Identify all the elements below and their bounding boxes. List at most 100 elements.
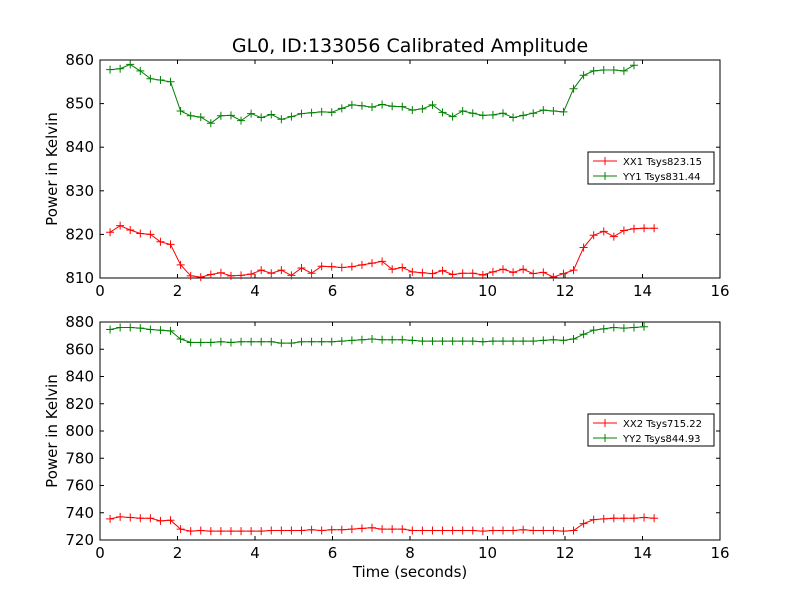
data-point: [398, 335, 407, 344]
data-point: [267, 110, 276, 119]
data-point: [327, 262, 336, 271]
data-point: [337, 104, 346, 113]
data-point: [609, 323, 618, 332]
data-point: [589, 326, 598, 335]
data-point: [388, 265, 397, 274]
x-tick-label: 8: [405, 282, 415, 300]
data-point: [206, 270, 215, 279]
data-point: [428, 526, 437, 535]
data-point: [287, 112, 296, 121]
data-point: [458, 269, 467, 278]
data-point: [206, 527, 215, 536]
data-point: [196, 273, 205, 282]
y-tick-label: 820: [65, 395, 94, 413]
data-point: [448, 270, 457, 279]
data-point: [116, 221, 125, 230]
data-point: [438, 526, 447, 535]
data-point: [247, 527, 256, 536]
data-point: [186, 338, 195, 347]
data-point: [499, 265, 507, 274]
x-tick-label: 12: [555, 282, 574, 300]
data-point: [499, 337, 507, 346]
data-point: [267, 269, 276, 278]
data-point: [499, 109, 507, 118]
data-point: [146, 230, 155, 239]
data-point: [136, 514, 145, 523]
data-point: [438, 266, 447, 275]
data-point: [640, 513, 649, 522]
data-point: [247, 337, 256, 346]
data-point: [327, 525, 336, 534]
data-point: [166, 240, 175, 249]
data-point: [317, 262, 326, 271]
data-point: [327, 337, 336, 346]
data-point: [619, 514, 628, 523]
data-point: [509, 113, 518, 122]
data-point: [257, 527, 266, 536]
data-point: [317, 107, 326, 116]
data-point: [196, 338, 205, 347]
data-point: [569, 84, 578, 93]
data-point: [307, 269, 316, 278]
data-point: [116, 512, 125, 521]
data-point: [599, 324, 608, 333]
data-point: [549, 335, 558, 344]
data-point: [488, 110, 497, 119]
data-point: [237, 337, 246, 346]
series-yy2: [106, 322, 649, 348]
data-point: [609, 514, 618, 523]
data-point: [629, 224, 638, 233]
x-tick-label: 10: [478, 282, 497, 300]
data-point: [408, 526, 417, 535]
x-tick-label: 14: [633, 282, 652, 300]
data-point: [126, 226, 135, 235]
data-point: [116, 64, 125, 73]
data-point: [378, 100, 387, 109]
x-tick-label: 4: [250, 544, 260, 562]
data-point: [226, 111, 235, 120]
data-point: [237, 271, 246, 280]
data-point: [549, 526, 558, 535]
data-point: [428, 100, 437, 109]
data-point: [629, 514, 638, 523]
series-xx2: [106, 512, 659, 536]
data-point: [539, 268, 548, 277]
data-point: [216, 527, 225, 536]
data-point: [458, 107, 467, 116]
legend-marker: [601, 419, 609, 427]
data-point: [166, 77, 175, 86]
y-tick-label: 820: [65, 225, 94, 243]
data-point: [428, 269, 437, 278]
data-point: [206, 119, 215, 128]
data-point: [650, 514, 659, 523]
data-point: [488, 337, 497, 346]
x-tick-label: 0: [95, 544, 105, 562]
data-point: [136, 324, 145, 333]
data-point: [438, 337, 447, 346]
x-tick-label: 10: [478, 544, 497, 562]
data-point: [549, 273, 558, 282]
y-tick-label: 810: [65, 269, 94, 287]
data-point: [347, 100, 356, 109]
data-point: [307, 108, 316, 117]
legend-marker: [601, 172, 609, 180]
data-point: [196, 113, 205, 122]
data-point: [166, 326, 175, 335]
data-point: [559, 269, 568, 278]
data-point: [347, 525, 356, 534]
data-point: [287, 271, 296, 280]
data-point: [226, 271, 235, 280]
data-point: [337, 263, 346, 272]
data-point: [478, 527, 487, 536]
data-point: [176, 260, 185, 269]
data-point: [277, 266, 286, 275]
data-point: [519, 265, 528, 274]
data-point: [156, 516, 165, 525]
data-point: [186, 527, 195, 536]
data-point: [519, 337, 528, 346]
data-point: [176, 335, 185, 344]
data-point: [116, 323, 125, 332]
data-point: [398, 102, 407, 111]
data-point: [226, 527, 235, 536]
data-point: [529, 269, 538, 278]
